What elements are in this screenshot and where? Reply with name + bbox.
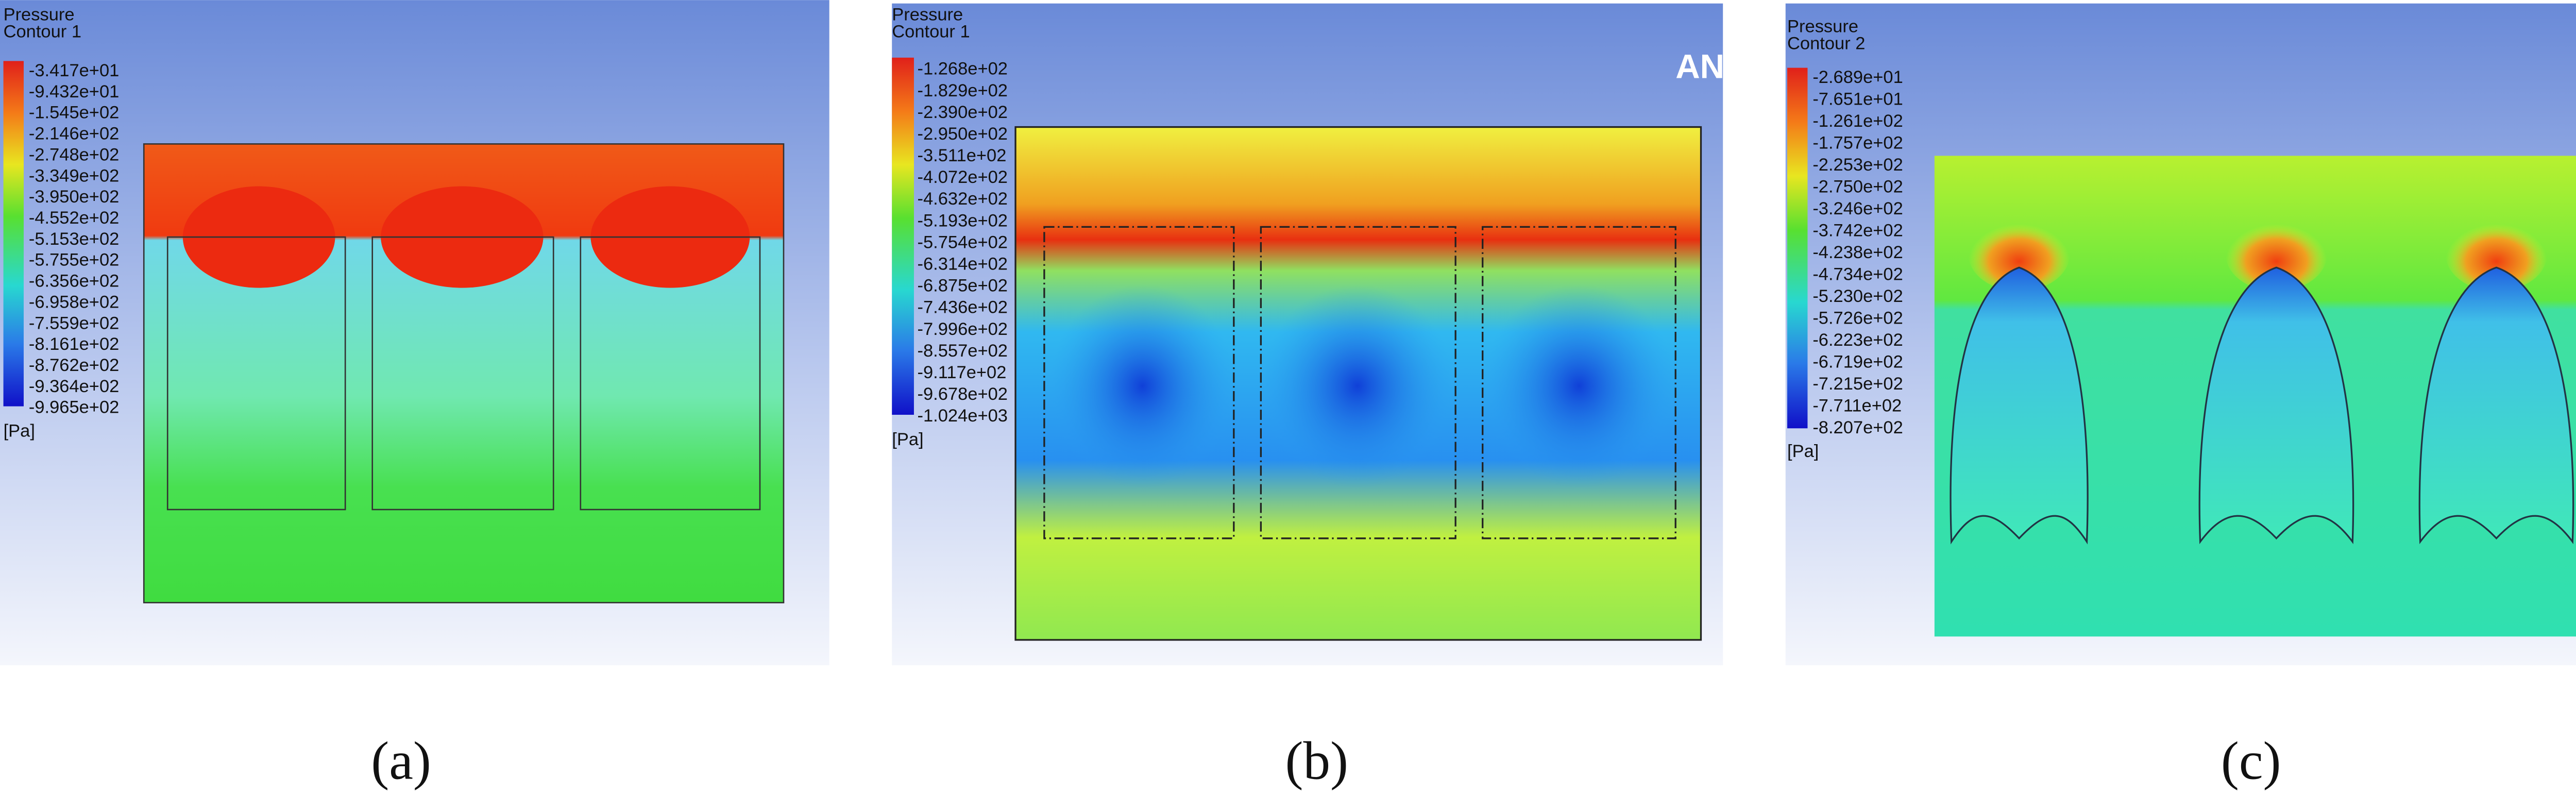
caption: (a)	[371, 730, 431, 790]
legend-label: -2.950e+02	[918, 124, 1008, 144]
legend-label: -5.230e+02	[1812, 286, 1903, 306]
legend-label: -2.689e+01	[1812, 67, 1903, 87]
blades	[1043, 226, 1676, 539]
caption: (b)	[1285, 730, 1349, 790]
legend-label: -2.390e+02	[918, 103, 1008, 122]
legend-label: -9.965e+02	[29, 398, 119, 417]
vortices	[1049, 284, 1676, 488]
legend-label: -4.734e+02	[1812, 265, 1903, 284]
legend-label: -1.024e+03	[918, 406, 1008, 426]
legend-label: -3.246e+02	[1812, 199, 1903, 218]
legend-label: -6.356e+02	[29, 272, 119, 291]
panel-b	[892, 3, 1723, 666]
legend-label: -3.417e+01	[29, 61, 119, 80]
legend-label: -8.557e+02	[918, 341, 1008, 361]
legend-title: Contour 1	[892, 22, 970, 41]
legend-title: Pressure	[892, 5, 963, 25]
legend-label: -3.950e+02	[29, 187, 119, 207]
legend-label: -7.651e+01	[1812, 90, 1903, 109]
legend-label: -1.268e+02	[918, 59, 1008, 79]
legend-label: -8.762e+02	[29, 356, 119, 375]
legend-label: -9.364e+02	[29, 377, 119, 396]
colorbar	[3, 61, 24, 407]
legend-title: Pressure	[1787, 17, 1858, 37]
panel-c	[1785, 3, 2576, 666]
hot-zones	[1968, 216, 2548, 292]
legend-label: -1.829e+02	[918, 81, 1008, 100]
legend-label: -4.238e+02	[1812, 243, 1903, 262]
legend-unit: [Pa]	[4, 421, 35, 441]
legend-label: -6.314e+02	[918, 255, 1008, 274]
legend-label: -6.223e+02	[1812, 330, 1903, 350]
legend-label: -5.754e+02	[918, 232, 1008, 252]
legend-label: -9.432e+01	[29, 82, 119, 102]
legend-label: -4.632e+02	[918, 189, 1008, 209]
legend-label: -2.146e+02	[29, 124, 119, 144]
colorbar	[892, 57, 914, 415]
legend-label: -7.215e+02	[1812, 374, 1903, 394]
legend-label: -9.117e+02	[918, 363, 1007, 382]
legend-label: -3.349e+02	[29, 166, 119, 185]
legend-label: -7.436e+02	[918, 298, 1008, 317]
legend-label: -6.719e+02	[1812, 352, 1903, 372]
blades	[166, 236, 761, 511]
legend-label: -2.253e+02	[1812, 155, 1903, 175]
legend-label: -7.711e+02	[1812, 396, 1902, 416]
legend-label: -2.748e+02	[29, 145, 119, 164]
legend-title: Pressure	[4, 5, 75, 25]
legend-label: -5.726e+02	[1812, 309, 1903, 328]
legend-title: Contour 1	[4, 22, 81, 41]
legend-label: -8.161e+02	[29, 334, 119, 354]
legend-label: -3.742e+02	[1812, 221, 1903, 241]
legend-label: -7.996e+02	[918, 319, 1008, 339]
watermark: AN	[1675, 47, 1724, 85]
legend-label: -4.072e+02	[918, 167, 1008, 187]
legend-label: -8.207e+02	[1812, 418, 1903, 437]
legend-label: -6.958e+02	[29, 292, 119, 312]
legend-label: -6.875e+02	[918, 276, 1008, 296]
caption: (c)	[2221, 730, 2281, 790]
bells	[1950, 266, 2574, 545]
legend-unit: [Pa]	[1787, 442, 1819, 461]
colorbar	[1787, 67, 1808, 429]
legend-unit: [Pa]	[892, 430, 923, 449]
legend-label: -7.559e+02	[29, 313, 119, 333]
legend-label: -5.193e+02	[918, 211, 1008, 230]
legend-label: -1.261e+02	[1812, 111, 1903, 131]
legend-label: -9.678e+02	[918, 384, 1008, 404]
legend-label: -3.511e+02	[918, 146, 1007, 165]
legend-label: -5.755e+02	[29, 250, 119, 270]
legend-label: -5.153e+02	[29, 229, 119, 249]
legend-label: -1.757e+02	[1812, 133, 1903, 153]
panel-a	[0, 0, 829, 666]
legend-label: -4.552e+02	[29, 208, 119, 228]
legend-label: -2.750e+02	[1812, 177, 1903, 197]
legend-title: Contour 2	[1787, 33, 1865, 53]
legend-label: -1.545e+02	[29, 103, 119, 123]
